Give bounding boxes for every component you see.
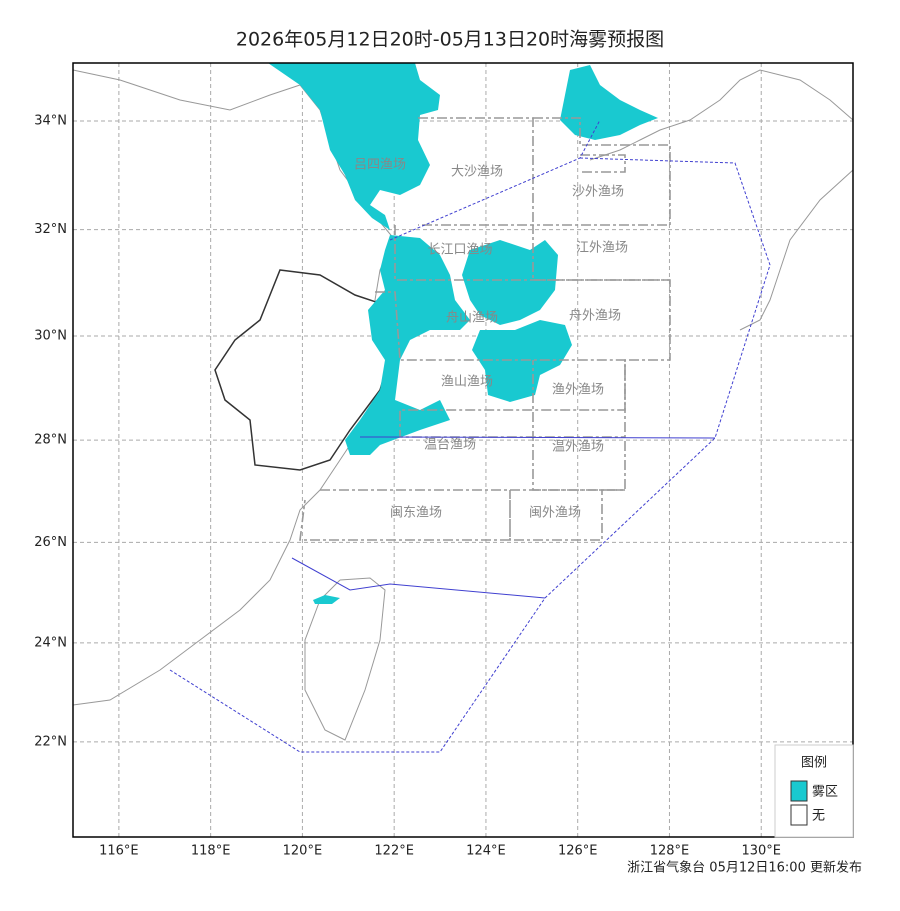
fishing-label: 吕四渔场: [354, 158, 406, 173]
fishing-label: 舟山渔场: [446, 311, 498, 326]
y-tick-label: 28°N: [34, 433, 67, 448]
frame: [72, 62, 854, 838]
fog: [472, 320, 572, 402]
legend-box: [774, 744, 854, 838]
y-tick-label: 34°N: [34, 114, 67, 129]
fishing-label: 渔山渔场: [441, 375, 493, 390]
fishing-label: 温外渔场: [552, 440, 604, 455]
boundary: [375, 291, 626, 438]
fishing-label: 温台渔场: [424, 438, 476, 453]
x-tick-label: 126°E: [558, 844, 598, 859]
fishing-label: 长江口渔场: [427, 243, 492, 258]
x-tick-label: 116°E: [99, 844, 139, 859]
y-tick-label: 26°N: [34, 535, 67, 550]
x-tick-label: 124°E: [466, 844, 506, 859]
legend: 图例 雾区无: [774, 744, 854, 838]
boundary-lines: [169, 119, 771, 753]
legend-label: 雾区: [812, 785, 838, 800]
x-tick-label: 118°E: [191, 844, 231, 859]
y-tick-label: 30°N: [34, 328, 67, 343]
fishing-label: 大沙渔场: [451, 165, 503, 180]
fishing-label: 渔外渔场: [552, 383, 604, 398]
x-tick-label: 120°E: [283, 844, 323, 859]
fog: [560, 65, 658, 140]
x-tick-label: 130°E: [741, 844, 781, 859]
boundary: [418, 117, 534, 226]
title: 2026年05月12日20时-05月13日20时海雾预报图: [236, 29, 664, 51]
japan-coast: [739, 169, 854, 331]
line: [169, 157, 771, 753]
fishing-label: 闽外渔场: [529, 506, 581, 521]
fishing-label: 舟外渔场: [569, 309, 621, 324]
grid: [73, 63, 853, 837]
fishing-labels: 吕四渔场 大沙渔场 沙外渔场 长江口渔场 江外渔场 舟山渔场 舟外渔场 渔山渔场…: [354, 158, 628, 521]
boundary: [580, 154, 626, 173]
fog: [462, 240, 558, 325]
fog-areas: [268, 63, 658, 604]
x-tick-label: 128°E: [650, 844, 690, 859]
fishing-label: 江外渔场: [576, 241, 628, 256]
legend-label: 无: [812, 809, 825, 824]
legend-title: 图例: [801, 756, 827, 771]
boundary: [532, 117, 671, 491]
boundary: [299, 489, 625, 541]
y-tick-label: 32°N: [34, 222, 67, 237]
y-tick-label: 24°N: [34, 635, 67, 650]
y-tick-label: 22°N: [34, 734, 67, 749]
fog: [313, 595, 340, 604]
legend-swatch: [790, 780, 808, 802]
legend-swatch: [790, 804, 808, 826]
line: [291, 557, 546, 599]
footer: 浙江省气象台 05月12日16:00 更新发布: [627, 860, 862, 876]
fog: [345, 235, 470, 455]
korea-coast: [589, 69, 854, 161]
fog: [268, 63, 440, 230]
zhejiang-boundary: [214, 269, 396, 471]
fishing-boundaries: [299, 117, 671, 541]
line: [359, 436, 716, 439]
x-tick-label: 122°E: [374, 844, 414, 859]
fishing-label: 闽东渔场: [390, 506, 442, 521]
fishing-label: 沙外渔场: [572, 185, 624, 200]
